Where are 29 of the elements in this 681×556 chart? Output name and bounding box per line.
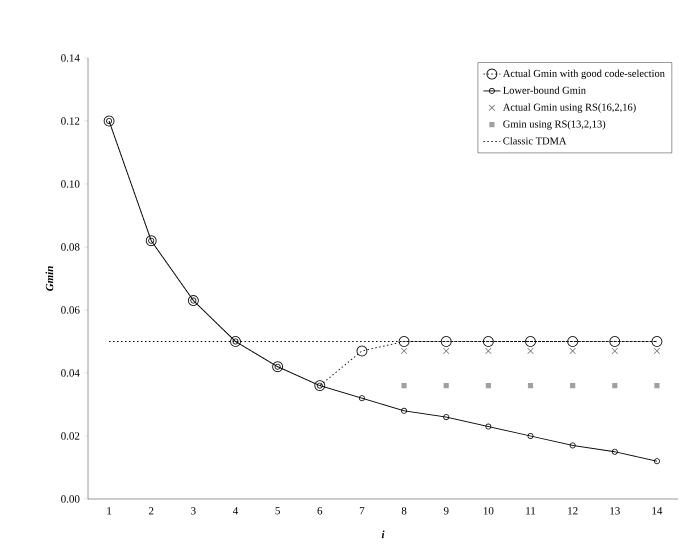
x-tick-label: 10 <box>484 507 494 514</box>
x-tick-label: 9 <box>444 507 449 514</box>
y-tick-label: 0.08 <box>61 243 80 251</box>
legend-label: Actual Gmin using RS(16,2,16) <box>502 103 636 113</box>
legend-label: Classic TDMA <box>503 137 566 144</box>
x-axis-title: i <box>382 530 384 538</box>
y-tick-label: 0.04 <box>61 369 80 377</box>
x-tick-label: 8 <box>402 507 406 514</box>
y-tick-label: 0.12 <box>61 117 80 125</box>
x-tick-label: 14 <box>652 507 662 514</box>
x-tick-label: 4 <box>232 507 238 514</box>
x-tick-label: 7 <box>360 507 364 514</box>
y-tick-label: 0.14 <box>61 54 80 62</box>
x-tick-label: 13 <box>610 507 620 514</box>
y-tick-label: 0.10 <box>61 180 80 188</box>
x-tick-label: 2 <box>148 507 154 514</box>
y-tick-label: 0.06 <box>61 306 80 314</box>
y-tick-label: 0.00 <box>61 495 80 503</box>
legend-label: Lower-bound Gmin <box>503 86 586 94</box>
x-tick-label: 3 <box>191 507 196 514</box>
legend-label: Gmin using RS(13,2,13) <box>503 120 606 130</box>
x-tick-label: 6 <box>318 507 322 514</box>
y-axis-title: Gmin <box>46 266 54 291</box>
legend-label: Actual Gmin with good code-selection <box>502 70 665 80</box>
x-tick-label: 11 <box>526 507 536 514</box>
x-tick-label: 12 <box>568 507 578 514</box>
y-tick-label: 0.02 <box>61 432 80 440</box>
x-tick-label: 5 <box>276 507 280 514</box>
x-tick-label: 1 <box>107 507 112 514</box>
